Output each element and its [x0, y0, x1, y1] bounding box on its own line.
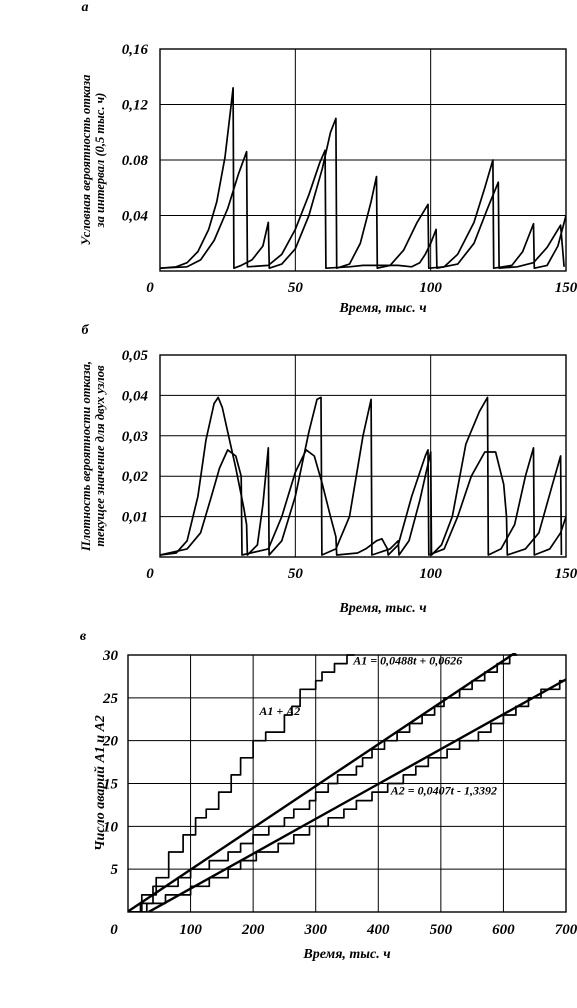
x-axis-label: Время, тыс. ч	[338, 601, 426, 616]
x-tick-label: 100	[419, 280, 442, 296]
y-tick-label: 0,16	[122, 42, 149, 58]
x-tick-label: 0	[110, 922, 118, 938]
x-tick-label: 150	[555, 566, 577, 582]
y-tick-label: 0,02	[122, 469, 149, 485]
x-tick-label: 600	[492, 922, 515, 938]
x-tick-label: 50	[288, 566, 304, 582]
y-tick-label: 0,01	[122, 510, 148, 526]
x-tick-label: 50	[288, 280, 304, 296]
plot-frame	[159, 48, 567, 272]
x-tick-label: 0	[146, 280, 154, 296]
y-tick-label: 0,03	[122, 429, 149, 445]
y-tick-label: 0,12	[122, 98, 149, 114]
chart-panel-3: в 0 100 200 300 400 500 600 700 5 10 15 20 25 30 Время,…	[80, 629, 577, 962]
step-series-1	[128, 654, 355, 912]
y-axis-label-line: за интервал (0,5 тыс. ч)	[93, 93, 107, 229]
y-tick-label: 0,04	[122, 388, 149, 404]
fit-line-А1	[128, 653, 517, 912]
panel-letter: в	[80, 629, 87, 644]
chart-panel-1: а 0 50 100 150 0,04 0.08 0,12 0,16 Время, тыс. ч У…	[79, 0, 577, 316]
x-tick-label: 500	[430, 922, 453, 938]
series-line-2	[160, 149, 565, 270]
annotation: А2 = 0,0407t - 1,3392	[390, 784, 497, 798]
y-tick-label: 15	[103, 777, 119, 793]
y-axis-label-line: Условная вероятность отказа	[79, 75, 93, 246]
y-axis-label-line: Плотность вероятности отказа,	[79, 361, 93, 552]
y-tick-label: 5	[111, 862, 119, 878]
x-tick-label: 300	[303, 922, 327, 938]
x-axis-label: Время, тыс. ч	[338, 301, 426, 316]
series-line-1	[160, 86, 566, 270]
y-axis-label-line: текущее значение для двух узлов	[93, 365, 107, 547]
y-tick-label: 25	[102, 691, 119, 707]
x-tick-label: 700	[555, 922, 577, 938]
step-series-3	[128, 679, 566, 912]
x-tick-label: 100	[179, 922, 202, 938]
fit-line-А2	[148, 678, 566, 912]
chart-panel-2: б 0 50 100 150 0,01 0,02 0,03 0,04 0,05 Время, тыс…	[79, 323, 577, 616]
x-axis-label: Время, тыс. ч	[302, 947, 390, 962]
x-tick-label: 200	[241, 922, 265, 938]
y-tick-label: 20	[102, 734, 119, 750]
y-tick-label: 0,04	[122, 209, 149, 225]
annotation: А1 = 0,0488t + 0,0626	[352, 653, 462, 667]
y-axis-label: Число аварий А1 и А2	[93, 715, 108, 851]
annotation: А1 + А2	[258, 704, 300, 718]
y-tick-label: 0.08	[122, 153, 149, 169]
x-tick-label: 150	[555, 280, 577, 296]
x-tick-label: 0	[146, 566, 154, 582]
panel-letter: а	[82, 0, 89, 15]
x-tick-label: 100	[419, 566, 442, 582]
plot-frame	[159, 354, 567, 558]
y-tick-label: 30	[102, 648, 119, 664]
x-tick-label: 400	[366, 922, 390, 938]
series-line-2	[160, 449, 563, 556]
y-tick-label: 0,05	[122, 348, 149, 364]
series-line-1	[160, 396, 566, 556]
y-tick-label: 10	[103, 819, 119, 835]
panel-letter: б	[82, 323, 90, 338]
step-series-2	[128, 654, 518, 912]
